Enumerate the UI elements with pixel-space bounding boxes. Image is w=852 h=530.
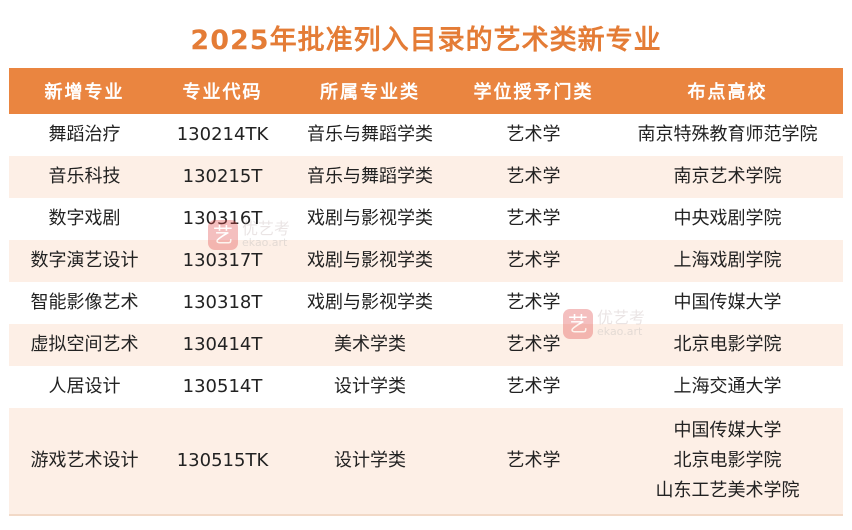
table-row: 数字演艺设计 130317T 戏剧与影视学类 艺术学 上海戏剧学院 [9, 240, 843, 282]
cell-degree: 艺术学 [506, 376, 561, 397]
cell-category: 戏剧与影视学类 [285, 240, 455, 282]
col-header-schools: 布点高校 [612, 68, 843, 114]
col-header-degree: 学位授予门类 [455, 68, 612, 114]
cell-major: 游戏艺术设计 [9, 408, 160, 516]
cell-degree: 艺术学 [506, 292, 561, 313]
school-name: 中央戏剧学院 [673, 208, 782, 229]
cell-degree: 艺术学 [455, 240, 612, 282]
cell-degree: 艺术学 [455, 156, 612, 198]
cell-schools: 上海交通大学 [612, 366, 843, 408]
cell-degree: 艺术学 [455, 324, 612, 366]
cell-degree: 艺术学 [506, 208, 561, 229]
school-name: 北京电影学院 [673, 334, 782, 355]
cell-category: 戏剧与影视学类 [307, 208, 433, 229]
school-name: 上海交通大学 [673, 376, 782, 397]
cell-schools: 南京特殊教育师范学院 [612, 114, 843, 156]
cell-major: 人居设计 [48, 376, 121, 397]
cell-category: 设计学类 [285, 408, 455, 516]
new-majors-table: 新增专业 专业代码 所属专业类 学位授予门类 布点高校 舞蹈治疗 130214TK… [9, 68, 843, 516]
school-name: 上海戏剧学院 [673, 250, 782, 271]
cell-category: 美术学类 [285, 324, 455, 366]
cell-schools: 中国传媒大学 [612, 282, 843, 324]
cell-major: 智能影像艺术 [30, 292, 139, 313]
cell-code: 130316T [182, 208, 263, 229]
table-row: 人居设计 130514T 设计学类 艺术学 上海交通大学 [9, 366, 843, 408]
cell-category: 戏剧与影视学类 [307, 292, 433, 313]
col-header-code: 专业代码 [160, 68, 285, 114]
col-header-category: 所属专业类 [285, 68, 455, 114]
table-title: 2025年批准列入目录的艺术类新专业 [190, 25, 662, 56]
table-row: 游戏艺术设计 130515TK 设计学类 艺术学 中国传媒大学 北京电影学院 山东工艺美术学… [9, 408, 843, 516]
table-row: 虚拟空间艺术 130414T 美术学类 艺术学 北京电影学院 [9, 324, 843, 366]
table-row: 智能影像艺术 130318T 戏剧与影视学类 艺术学 中国传媒大学 [9, 282, 843, 324]
cell-schools: 南京艺术学院 [612, 156, 843, 198]
cell-schools: 北京电影学院 [612, 324, 843, 366]
school-name: 北京电影学院 [673, 450, 782, 471]
cell-code: 130514T [182, 376, 263, 397]
cell-code: 130215T [160, 156, 285, 198]
cell-schools: 中国传媒大学 北京电影学院 山东工艺美术学院 [612, 408, 843, 516]
cell-degree: 艺术学 [455, 408, 612, 516]
cell-schools: 中央戏剧学院 [612, 198, 843, 240]
cell-category: 音乐与舞蹈学类 [307, 124, 433, 145]
table-row: 舞蹈治疗 130214TK 音乐与舞蹈学类 艺术学 南京特殊教育师范学院 [9, 114, 843, 156]
cell-code: 130317T [160, 240, 285, 282]
cell-category: 设计学类 [334, 376, 406, 397]
school-name: 南京艺术学院 [673, 166, 782, 187]
cell-schools: 上海戏剧学院 [612, 240, 843, 282]
col-header-major: 新增专业 [9, 68, 160, 114]
cell-major: 音乐科技 [9, 156, 160, 198]
cell-category: 音乐与舞蹈学类 [285, 156, 455, 198]
cell-code: 130515TK [160, 408, 285, 516]
cell-major: 数字演艺设计 [9, 240, 160, 282]
table-row: 音乐科技 130215T 音乐与舞蹈学类 艺术学 南京艺术学院 [9, 156, 843, 198]
cell-major: 舞蹈治疗 [48, 124, 121, 145]
cell-code: 130318T [182, 292, 263, 313]
cell-major: 数字戏剧 [48, 208, 121, 229]
school-name: 中国传媒大学 [673, 292, 782, 313]
header-row: 新增专业 专业代码 所属专业类 学位授予门类 布点高校 [9, 68, 843, 114]
cell-code: 130414T [160, 324, 285, 366]
majors-table-card: 2025年批准列入目录的艺术类新专业 新增专业 专业代码 所属专业类 学位授予门… [9, 14, 843, 519]
school-name: 南京特殊教育师范学院 [637, 124, 818, 145]
cell-degree: 艺术学 [506, 124, 561, 145]
school-name: 山东工艺美术学院 [655, 480, 800, 501]
school-name: 中国传媒大学 [673, 420, 782, 441]
table-row: 数字戏剧 130316T 戏剧与影视学类 艺术学 中央戏剧学院 [9, 198, 843, 240]
cell-code: 130214TK [176, 124, 269, 145]
cell-major: 虚拟空间艺术 [9, 324, 160, 366]
